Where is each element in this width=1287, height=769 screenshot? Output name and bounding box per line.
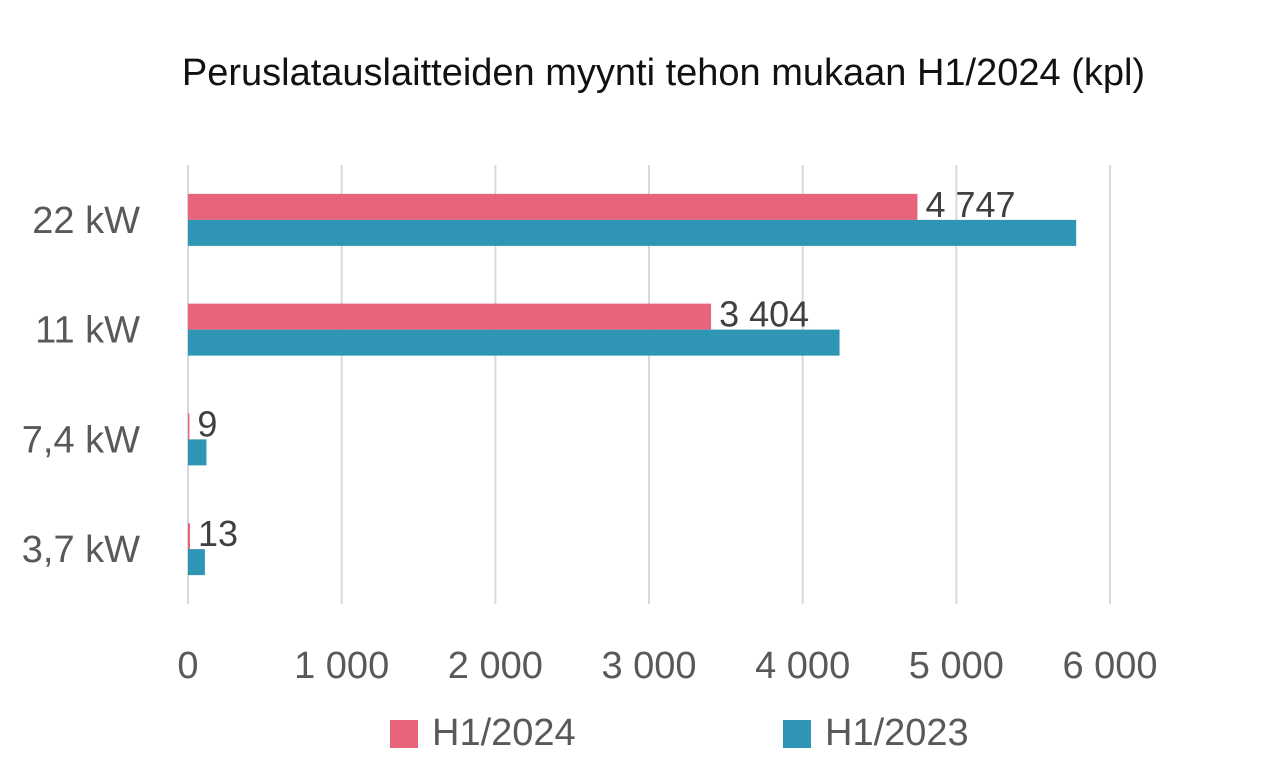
bar-h1-2024-22-kw — [188, 193, 918, 220]
x-tick-label: 2 000 — [448, 645, 543, 687]
x-tick-label: 5 000 — [909, 645, 1004, 687]
legend-swatch-h1-2023 — [783, 719, 811, 748]
bar-h1-2023-3-7-kw — [188, 549, 205, 576]
category-label-22-kw: 22 kW — [32, 200, 140, 242]
data-label-h1-2024-7-4-kw: 9 — [197, 403, 217, 444]
bar-h1-2023-22-kw — [188, 219, 1077, 246]
bar-h1-2024-7-4-kw — [188, 413, 190, 440]
category-axis: 22 kW 11 kW 7,4 kW 3,7 kW — [22, 200, 140, 571]
bar-h1-2024-3-7-kw — [188, 523, 190, 550]
x-tick-label: 3 000 — [601, 645, 696, 687]
legend-item-h1-2023: H1/2023 — [783, 712, 969, 755]
data-label-h1-2024-22-kw: 4 747 — [925, 184, 1015, 225]
bar-h1-2023-7-4-kw — [188, 439, 207, 466]
bar-h1-2024-11-kw — [188, 303, 712, 330]
x-tick-label: 1 000 — [294, 645, 389, 687]
data-labels: 4 747 3 404 9 13 — [197, 184, 1015, 554]
bar-h1-2023-11-kw — [188, 329, 840, 356]
legend-label-h1-2023: H1/2023 — [825, 712, 969, 754]
data-label-h1-2024-11-kw: 3 404 — [719, 294, 809, 335]
data-label-h1-2024-3-7-kw: 13 — [198, 513, 238, 554]
category-label-3-7-kw: 3,7 kW — [22, 529, 140, 571]
category-label-11-kw: 11 kW — [35, 310, 140, 352]
legend-item-h1-2024: H1/2024 — [390, 712, 576, 755]
value-axis: 0 1 000 2 000 3 000 4 000 5 000 6 000 — [177, 645, 1157, 687]
chart-title: Peruslatauslaitteiden myynti tehon mukaa… — [181, 52, 1146, 94]
legend-label-h1-2024: H1/2024 — [432, 712, 576, 754]
x-tick-label: 6 000 — [1062, 645, 1157, 687]
legend-swatch-h1-2024 — [390, 719, 418, 748]
x-tick-label: 0 — [177, 645, 198, 687]
x-tick-label: 4 000 — [755, 645, 850, 687]
category-label-7-4-kw: 7,4 kW — [22, 419, 140, 461]
bars — [188, 193, 1077, 576]
